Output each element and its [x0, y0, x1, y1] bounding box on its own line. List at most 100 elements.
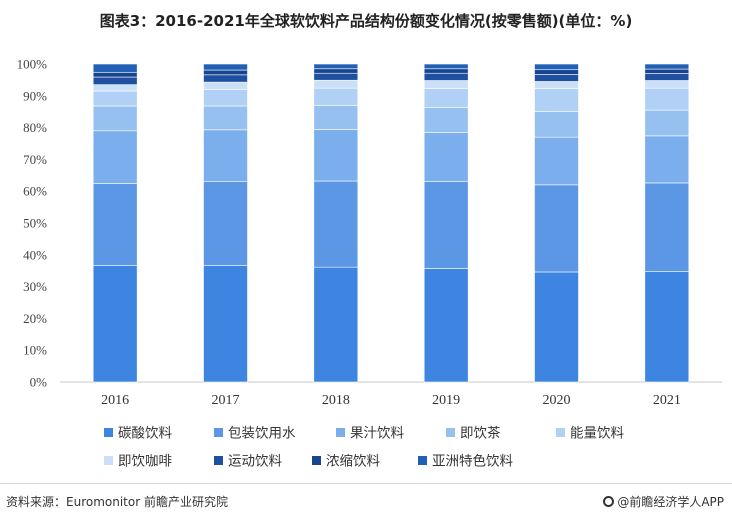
x-tick-label: 2017 — [212, 393, 240, 408]
legend-swatch — [214, 428, 223, 437]
legend-label: 亚洲特色饮料 — [432, 453, 513, 470]
brand-logo-icon — [603, 496, 615, 507]
legend-swatch — [556, 428, 565, 437]
bar-segment — [534, 69, 579, 75]
x-axis-ticks: 2016 2017 2018 2019 2020 2021 — [101, 393, 681, 408]
bar-stack-2017 — [203, 63, 248, 383]
bar-segment — [313, 63, 359, 70]
y-tick-label: 10% — [23, 343, 47, 358]
bar-segment — [534, 88, 579, 112]
bar-segment — [313, 129, 359, 182]
bar-segment — [423, 68, 469, 74]
x-tick-label: 2020 — [543, 393, 571, 408]
legend-item: 运动饮料 — [214, 454, 282, 470]
bar-segment — [203, 81, 248, 90]
y-axis-ticks: 0% 10% 20% 30% 40% 50% 60% 70% 80% 90% 100% — [17, 57, 48, 390]
y-tick-label: 60% — [23, 184, 47, 199]
legend-swatch — [312, 456, 321, 465]
bar-segment — [644, 73, 690, 81]
y-tick-label: 30% — [23, 279, 47, 294]
bar-segment — [423, 80, 469, 89]
x-tick-label: 2018 — [322, 393, 350, 408]
bar-segment — [423, 181, 469, 269]
bar-segment — [203, 265, 248, 383]
brand-credit: @前瞻经济学人APP — [603, 493, 724, 510]
source-note: 资料来源：Euromonitor 前瞻产业研究院 — [6, 495, 228, 509]
legend-label: 浓缩饮料 — [326, 454, 380, 470]
bar-segment — [313, 180, 359, 268]
bar-segment — [92, 71, 138, 78]
bar-segment — [423, 63, 469, 70]
legend-item: 浓缩饮料 — [312, 454, 380, 470]
bar-segment — [534, 271, 579, 383]
bar-segment — [92, 105, 138, 132]
y-tick-label: 40% — [23, 247, 47, 262]
legend-swatch — [446, 428, 455, 437]
bars — [92, 63, 690, 383]
y-tick-label: 50% — [23, 216, 47, 231]
x-tick-label: 2016 — [101, 393, 129, 408]
bar-stack-2020 — [534, 63, 579, 383]
bar-segment — [203, 129, 248, 182]
legend-label: 包装饮用水 — [228, 426, 296, 442]
legend-swatch — [104, 428, 113, 437]
legend-swatch — [104, 456, 113, 465]
bar-stack-2016 — [92, 63, 138, 383]
bar-segment — [313, 266, 359, 383]
bar-segment — [423, 72, 469, 81]
y-tick-label: 70% — [23, 152, 47, 167]
bar-segment — [313, 87, 359, 106]
bar-segment — [534, 184, 579, 273]
bar-segment — [534, 81, 579, 89]
legend-swatch — [336, 428, 345, 437]
bar-segment — [534, 63, 579, 71]
legend-item: 即饮茶 — [446, 426, 501, 442]
legend-item: 即饮咖啡 — [104, 454, 172, 470]
y-tick-label: 20% — [23, 311, 47, 326]
y-tick-label: 90% — [23, 88, 47, 103]
bar-segment — [313, 72, 359, 81]
bar-segment — [313, 79, 359, 89]
bar-segment — [313, 105, 359, 130]
bar-segment — [92, 63, 138, 73]
bar-segment — [644, 87, 690, 111]
bar-segment — [644, 109, 690, 137]
bar-segment — [644, 80, 690, 89]
bar-segment — [423, 107, 469, 133]
footer-divider — [0, 483, 732, 484]
bar-segment — [203, 69, 248, 76]
bar-segment — [203, 181, 248, 266]
bar-segment — [423, 268, 469, 383]
legend-label: 运动饮料 — [228, 454, 282, 470]
legend-item: 碳酸饮料 — [104, 426, 172, 442]
bar-segment — [92, 84, 138, 92]
bar-segment — [92, 183, 138, 266]
bar-segment — [203, 74, 248, 83]
legend-swatch — [418, 456, 427, 465]
bar-segment — [644, 135, 690, 184]
legend-label: 即饮茶 — [460, 426, 501, 442]
legend-item: 果汁饮料 — [336, 426, 404, 442]
bar-segment — [644, 68, 690, 74]
chart-title: 图表3：2016-2021年全球软饮料产品结构份额变化情况(按零售额)(单位：%… — [99, 12, 633, 30]
bar-segment — [534, 111, 579, 138]
y-tick-label: 0% — [30, 375, 48, 390]
brand-text: @前瞻经济学人APP — [617, 495, 724, 509]
bar-segment — [203, 105, 248, 131]
bar-stack-2021 — [644, 63, 690, 383]
legend-item: 亚洲特色饮料 — [418, 453, 513, 470]
y-tick-label: 80% — [23, 120, 47, 135]
legend-label: 碳酸饮料 — [118, 426, 172, 442]
legend-label: 即饮咖啡 — [118, 454, 172, 470]
bar-segment — [644, 271, 690, 383]
legend-item: 包装饮用水 — [214, 426, 296, 442]
legend-label: 果汁饮料 — [350, 426, 404, 442]
bar-segment — [644, 63, 690, 70]
bar-segment — [92, 265, 138, 383]
bar-segment — [423, 132, 469, 182]
legend-label: 能量饮料 — [570, 426, 624, 442]
bar-segment — [92, 90, 138, 107]
bar-segment — [203, 63, 248, 71]
